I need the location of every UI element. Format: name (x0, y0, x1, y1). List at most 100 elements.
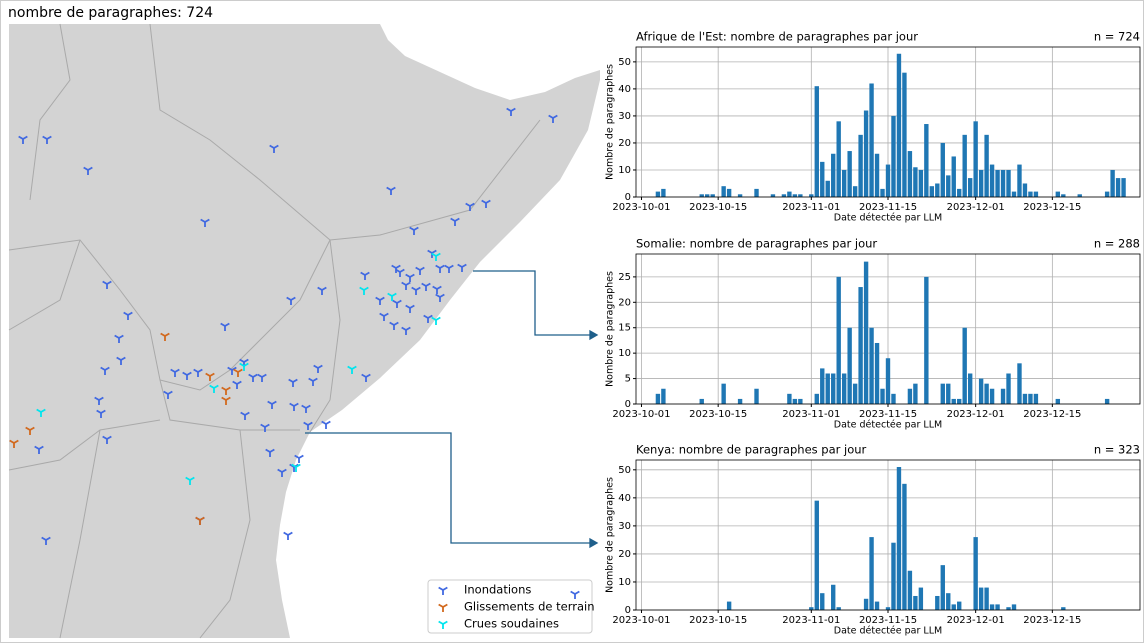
map-marker (288, 378, 298, 387)
y-tick-label: 10 (618, 348, 631, 359)
map-marker (431, 316, 441, 325)
x-tick-label: 2023-11-01 (782, 202, 840, 213)
bar (1055, 398, 1061, 404)
bar (957, 601, 962, 610)
y-tick-label: 30 (618, 521, 631, 532)
map-marker (36, 408, 46, 417)
bar (858, 287, 863, 404)
map-marker (548, 114, 558, 123)
bar (935, 183, 940, 197)
bar (721, 383, 726, 404)
map-marker (182, 371, 192, 380)
bar (869, 327, 874, 404)
map-marker (160, 332, 170, 341)
map-marker (405, 273, 415, 282)
map-marker (347, 365, 357, 374)
map-marker (321, 420, 331, 429)
legend-box (427, 579, 593, 634)
map-marker (481, 199, 491, 208)
bar (831, 373, 836, 404)
bar (967, 178, 973, 197)
borders (8, 23, 541, 639)
bar (655, 191, 661, 197)
y-tick-label: 50 (618, 57, 631, 68)
bar (973, 537, 978, 610)
bar (935, 595, 940, 610)
map-marker (257, 373, 267, 382)
map-marker (423, 314, 433, 323)
bar (907, 151, 913, 197)
map-marker (227, 366, 237, 375)
map-marker (313, 364, 323, 373)
y-tick-label: 10 (618, 577, 631, 588)
map-marker (465, 202, 475, 211)
bar (929, 186, 935, 197)
legend-label: Glissements de terrain (464, 600, 594, 614)
bar (809, 194, 814, 197)
map-marker (361, 373, 371, 382)
map-marker (25, 426, 35, 435)
bar (984, 134, 989, 197)
y-tick-label: 30 (618, 111, 631, 122)
map-marker (435, 264, 445, 273)
bar (1011, 191, 1017, 197)
bar (869, 537, 874, 610)
map-marker (232, 380, 242, 389)
bar (1033, 393, 1039, 404)
map-marker (283, 531, 293, 540)
plot-frame (635, 253, 1141, 405)
x-tick-label: 2023-10-15 (689, 409, 747, 420)
bar (1000, 388, 1006, 404)
bar (814, 393, 819, 404)
bar (737, 398, 743, 404)
y-tick-label: 5 (625, 374, 631, 385)
bar (967, 373, 973, 404)
map-marker (34, 445, 44, 454)
x-tick-label: 2023-11-15 (859, 615, 917, 626)
bar (705, 194, 710, 197)
bar (907, 388, 913, 404)
bar (946, 593, 951, 610)
bar (924, 276, 929, 404)
bar (1022, 183, 1028, 197)
ocean (276, 80, 600, 638)
bar (913, 383, 918, 404)
map-marker (240, 411, 250, 420)
y-tick-label: 25 (618, 272, 631, 283)
x-tick-label: 2023-12-15 (1023, 202, 1081, 213)
chart-title: Afrique de l'Est: nombre de paragraphes … (636, 30, 918, 44)
bar (1121, 178, 1126, 197)
bar (661, 388, 666, 404)
bar (798, 194, 803, 197)
plot-frame (635, 46, 1141, 198)
bar (699, 194, 704, 197)
map-marker (386, 186, 396, 195)
bar (978, 169, 984, 197)
map-marker (421, 282, 431, 291)
bar (880, 388, 885, 404)
x-tick-label: 2023-12-15 (1023, 615, 1081, 626)
bar (814, 500, 819, 610)
x-tick-label: 2023-12-15 (1023, 409, 1081, 420)
y-tick-label: 50 (618, 465, 631, 476)
chart-title: Kenya: nombre de paragraphes par jour (636, 443, 867, 457)
y-tick-label: 40 (618, 84, 631, 95)
map-marker (395, 268, 405, 277)
y-tick-label: 0 (625, 192, 631, 203)
x-tick-label: 2023-10-01 (612, 202, 670, 213)
bar (814, 86, 819, 197)
bar (781, 194, 787, 197)
map-marker (389, 321, 399, 330)
map-marker (116, 356, 126, 365)
bar (863, 598, 869, 610)
y-tick-label: 0 (625, 399, 631, 410)
bar (995, 169, 1000, 197)
bar (957, 398, 962, 404)
bar (820, 368, 825, 404)
bar (951, 156, 956, 197)
bar (989, 604, 995, 610)
bar (737, 194, 743, 197)
bar (1028, 191, 1033, 197)
bar (946, 175, 951, 197)
